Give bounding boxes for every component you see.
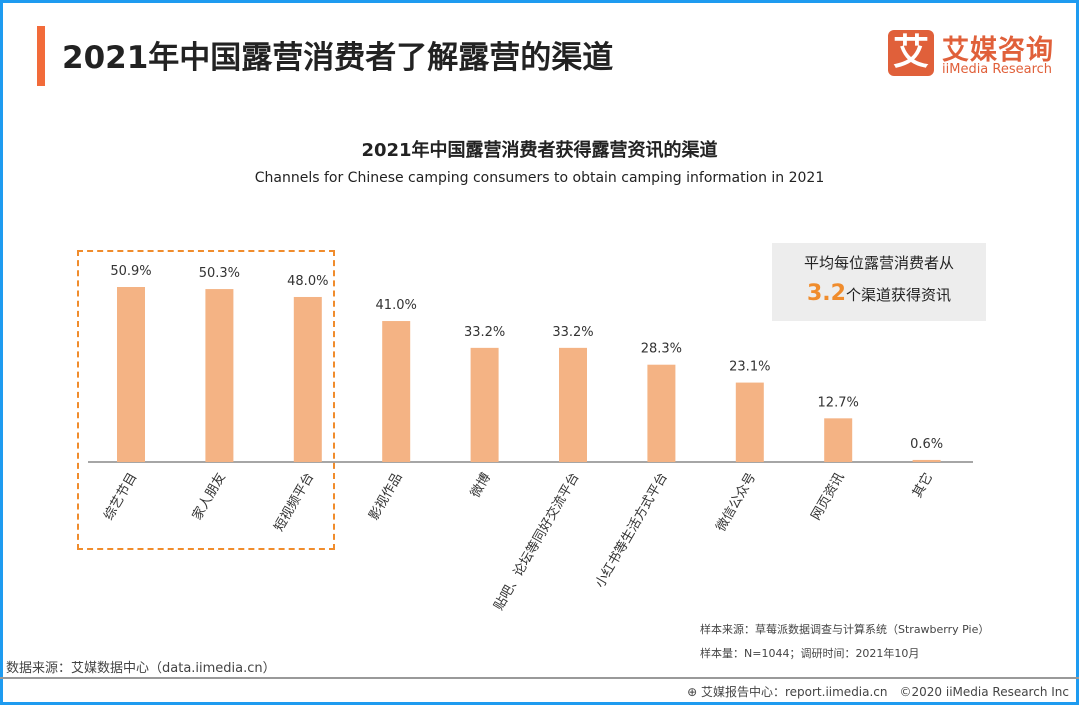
data-label: 0.6%	[910, 437, 943, 452]
frame	[3, 3, 1076, 702]
bar	[735, 382, 764, 462]
bar	[470, 347, 499, 462]
data-label: 23.1%	[729, 360, 770, 375]
note-line1: 平均每位露营消费者从	[803, 254, 954, 272]
title-accent-bar	[37, 26, 45, 86]
bar	[912, 459, 941, 462]
page-title: 2021年中国露营消费者了解露营的渠道	[62, 40, 614, 76]
category-label: 网页资讯	[809, 471, 848, 524]
data-label: 12.7%	[818, 395, 859, 410]
category-label: 贴吧、论坛等同好交流平台	[491, 470, 583, 613]
data-label: 41.0%	[376, 298, 417, 313]
data-label: 50.9%	[110, 264, 151, 279]
logo-text-en: iiMedia Research	[942, 62, 1053, 77]
bar	[205, 289, 234, 462]
category-label: 其它	[909, 470, 936, 501]
sample-size: 样本量：N=1044；调研时间：2021年10月	[700, 647, 920, 660]
category-label: 影视作品	[367, 471, 406, 524]
bar	[559, 347, 587, 462]
bar	[117, 287, 145, 462]
data-label: 33.2%	[464, 325, 505, 340]
chart-subtitle: Channels for Chinese camping consumers t…	[254, 170, 825, 186]
data-label: 50.3%	[199, 266, 240, 281]
bar	[293, 296, 322, 462]
data-label: 28.3%	[641, 342, 682, 357]
footer-divider	[0, 677, 1079, 679]
logo-text-cn: 艾媒咨询	[942, 35, 1054, 66]
bar	[824, 418, 853, 462]
logo-icon: 艾	[888, 30, 934, 76]
category-label: 小红书等生活方式平台	[592, 470, 671, 591]
note-line2: 个渠道获得资讯	[845, 286, 951, 304]
highlight-box	[77, 250, 335, 550]
category-label: 微博	[468, 470, 494, 500]
category-label: 家人朋友	[189, 470, 229, 523]
category-label: 短视频平台	[272, 471, 317, 535]
copyright: ⊕ 艾媒报告中心：report.iimedia.cn ©2020 iiMedia…	[687, 683, 1069, 700]
bar	[647, 364, 676, 462]
globe-icon: ⊕	[687, 685, 701, 699]
data-label: 33.2%	[552, 325, 593, 340]
bar	[382, 321, 411, 462]
average-note: 平均每位露营消费者从 3.2个渠道获得资讯	[772, 243, 986, 321]
data-label: 48.0%	[287, 274, 328, 289]
note-value: 3.2	[807, 281, 846, 306]
category-label: 微信公众号	[714, 471, 759, 535]
sample-source: 样本来源：草莓派数据调查与计算系统（Strawberry Pie）	[700, 623, 990, 636]
copyright-text: 艾媒报告中心：report.iimedia.cn ©2020 iiMedia R…	[700, 685, 1069, 699]
category-label: 综艺节目	[101, 471, 140, 524]
chart-title: 2021年中国露营消费者获得露营资讯的渠道	[361, 140, 718, 161]
data-source: 数据来源：艾媒数据中心（data.iimedia.cn）	[6, 661, 276, 676]
